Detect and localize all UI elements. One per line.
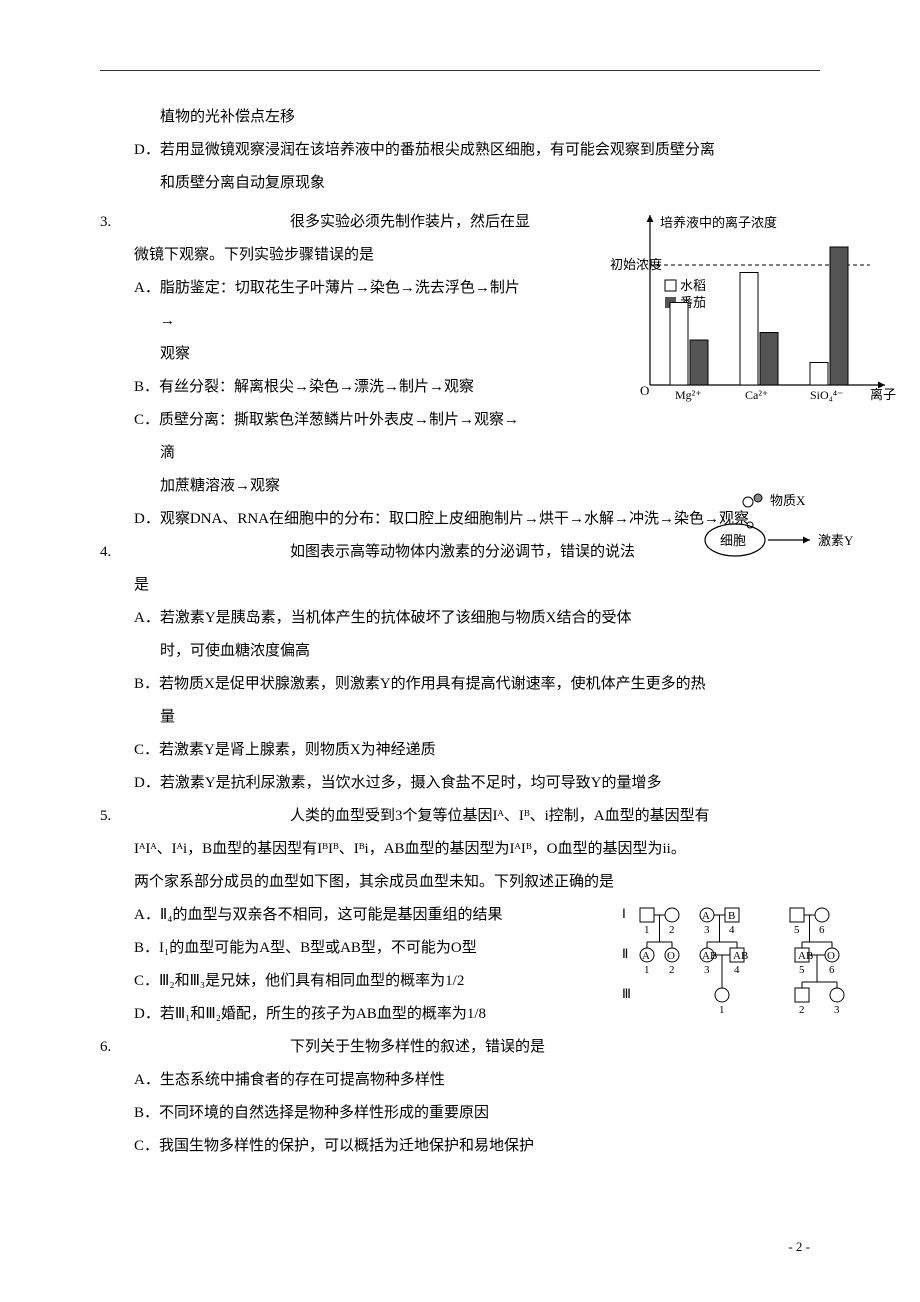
svg-text:AB: AB	[702, 950, 717, 962]
svg-text:Ⅰ: Ⅰ	[622, 906, 626, 921]
svg-text:O: O	[667, 950, 675, 962]
q3-stem-l1: 很多实验必须先制作装片，然后在显	[290, 214, 530, 230]
svg-text:6: 6	[819, 924, 825, 936]
q3-optA-l1: A．脂肪鉴定：切取花生子叶薄片→染色→洗去浮色→制片→	[160, 272, 520, 338]
svg-text:Ⅲ: Ⅲ	[622, 986, 631, 1001]
q5-optD: D．若Ⅲ₁和Ⅲ₂婚配，所生的孩子为AB血型的概率为1/8	[160, 998, 540, 1031]
q3-optB: B．有丝分裂：解离根尖→染色→漂洗→制片→观察	[160, 371, 520, 404]
q4-optC: C．若激素Y是肾上腺素，则物质X为神经递质	[160, 734, 820, 767]
svg-text:5: 5	[794, 924, 800, 936]
q3-optC-l1: C．质壁分离：撕取紫色洋葱鳞片叶外表皮→制片→观察→滴	[160, 404, 520, 470]
svg-text:2: 2	[669, 924, 675, 936]
svg-text:Mg²⁺: Mg²⁺	[675, 388, 702, 402]
svg-text:O: O	[827, 950, 835, 962]
svg-text:1: 1	[644, 964, 650, 976]
prev-optD-l2: 和质壁分离自动复原现象	[134, 167, 820, 200]
q4-optD: D．若激素Y是抗利尿激素，当饮水过多，摄入食盐不足时，均可导致Y的量增多	[160, 767, 820, 800]
q3-stem-l2: 微镜下观察。下列实验步骤错误的是	[100, 239, 520, 272]
q5-stem-l1: 人类的血型受到3个复等位基因Iᴬ、Iᴮ、i控制，A血型的基因型有	[290, 808, 710, 824]
q6-optB: B．不同环境的自然选择是物种多样性形成的重要原因	[160, 1097, 820, 1130]
q5-stem-l2: IᴬIᴬ、Iᴬi，B血型的基因型有IᴮIᴮ、Iᴮi，AB血型的基因型为IᴬIᴮ，…	[100, 833, 820, 866]
q4-optB-l2: 量	[134, 701, 820, 734]
svg-text:B: B	[728, 910, 735, 922]
svg-text:培养液中的离子浓度: 培养液中的离子浓度	[660, 215, 777, 230]
q4-optB-l1: B．若物质X是促甲状腺激素，则激素Y的作用具有提高代谢速率，使机体产生更多的热	[160, 668, 820, 701]
page-footer: - 2 -	[788, 1233, 810, 1262]
svg-text:AB: AB	[733, 950, 748, 962]
svg-text:激素Y: 激素Y	[818, 533, 854, 548]
svg-text:2: 2	[799, 1004, 805, 1016]
q4-stem-l2: 是	[100, 569, 820, 602]
q4-optA-l1: A．若激素Y是胰岛素，当机体产生的抗体破坏了该细胞与物质X结合的受体	[160, 602, 700, 635]
svg-text:3: 3	[704, 924, 710, 936]
svg-text:1: 1	[719, 1004, 725, 1016]
svg-text:3: 3	[834, 1004, 840, 1016]
q4-stem-l1: 如图表示高等动物体内激素的分泌调节，错误的说法	[290, 544, 635, 560]
q6-stem: 下列关于生物多样性的叙述，错误的是	[290, 1039, 545, 1055]
svg-text:3: 3	[704, 964, 710, 976]
q6-optC: C．我国生物多样性的保护，可以概括为迁地保护和易地保护	[160, 1130, 820, 1163]
svg-text:4: 4	[734, 964, 740, 976]
svg-text:Ca²⁺: Ca²⁺	[745, 388, 768, 402]
q5-optB: B．I₁的血型可能为A型、B型或AB型，不可能为O型	[160, 932, 540, 965]
pedigree-diagram: ⅠⅡⅢAB123456AOABABABO123456123	[620, 900, 880, 1030]
svg-text:5: 5	[799, 964, 805, 976]
q3-num: 3.	[100, 206, 120, 239]
svg-text:A: A	[702, 910, 710, 922]
q5-optC: C．Ⅲ₂和Ⅲ₃是兄妹，他们具有相同血型的概率为1/2	[160, 965, 540, 998]
q3-optA-l2: 观察	[134, 338, 520, 371]
q5-stem-l3: 两个家系部分成员的血型如下图，其余成员血型未知。下列叙述正确的是	[100, 866, 820, 899]
svg-text:水稻: 水稻	[680, 278, 706, 293]
svg-text:4: 4	[729, 924, 735, 936]
hormone-diagram: 物质X 细胞 激素Y	[690, 490, 870, 570]
svg-text:SiO₄⁴⁻: SiO₄⁴⁻	[810, 388, 843, 402]
svg-text:物质X: 物质X	[770, 493, 806, 508]
top-rule	[100, 70, 820, 71]
prev-optD-l1: D．若用显微镜观察浸润在该培养液中的番茄根尖成熟区细胞，有可能会观察到质壁分离	[160, 134, 820, 167]
svg-text:Ⅱ: Ⅱ	[622, 946, 628, 961]
q3-optC-l2: 加蔗糖溶液→观察	[134, 470, 520, 503]
svg-text:2: 2	[669, 964, 675, 976]
q5-optA: A．Ⅱ₄的血型与双亲各不相同，这可能是基因重组的结果	[160, 899, 540, 932]
q5-num: 5.	[100, 800, 120, 833]
q4-num: 4.	[100, 536, 120, 569]
svg-text:离子: 离子	[870, 387, 896, 402]
q6-num: 6.	[100, 1031, 120, 1064]
q4-optA-l2: 时，可使血糖浓度偏高	[134, 635, 820, 668]
svg-text:1: 1	[644, 924, 650, 936]
svg-text:6: 6	[829, 964, 835, 976]
svg-text:O: O	[640, 383, 649, 398]
svg-text:A: A	[642, 950, 650, 962]
svg-text:细胞: 细胞	[720, 533, 746, 548]
prev-continuation: 植物的光补偿点左移	[100, 101, 820, 134]
ion-concentration-chart: O 培养液中的离子浓度 初始浓度 水稻 番茄 Mg²⁺ Ca²⁺ SiO₄⁴⁻ …	[610, 205, 900, 415]
q6-optA: A．生态系统中捕食者的存在可提高物种多样性	[160, 1064, 820, 1097]
svg-text:AB: AB	[798, 950, 813, 962]
svg-text:初始浓度: 初始浓度	[610, 257, 662, 272]
